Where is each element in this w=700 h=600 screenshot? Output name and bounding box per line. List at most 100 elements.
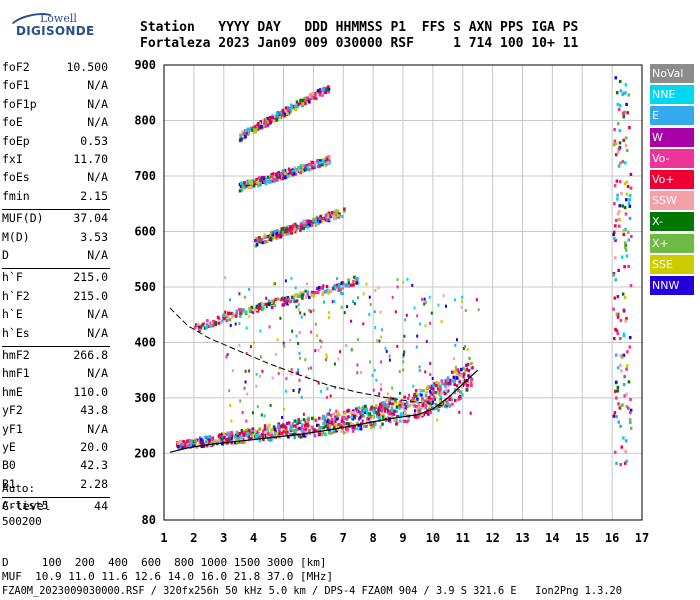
echo-point bbox=[378, 417, 381, 421]
echo-point bbox=[619, 161, 622, 165]
echo-point bbox=[416, 334, 419, 338]
echo-point bbox=[318, 416, 321, 420]
echo-point bbox=[328, 429, 331, 433]
echo-point bbox=[431, 392, 434, 396]
echo-point bbox=[198, 443, 201, 447]
echo-point bbox=[297, 308, 300, 312]
echo-point bbox=[324, 433, 327, 437]
echo-point bbox=[383, 409, 387, 413]
x-tick-label: 10 bbox=[426, 531, 440, 545]
echo-point bbox=[254, 239, 257, 243]
echo-point bbox=[426, 400, 429, 404]
echo-point bbox=[327, 431, 331, 435]
echo-point bbox=[277, 372, 280, 375]
echo-point bbox=[241, 440, 245, 444]
echo-point bbox=[287, 224, 291, 229]
echo-point bbox=[380, 387, 383, 391]
echo-point bbox=[248, 314, 251, 318]
echo-point bbox=[624, 83, 628, 87]
echo-point bbox=[628, 216, 632, 220]
echo-point bbox=[458, 410, 461, 414]
param-label: foF1 bbox=[2, 78, 30, 93]
echo-point bbox=[249, 128, 253, 132]
echo-point bbox=[264, 181, 268, 185]
echo-point bbox=[212, 439, 216, 443]
echo-point bbox=[330, 421, 334, 425]
echo-point bbox=[270, 428, 273, 432]
echo-point bbox=[438, 389, 441, 393]
echo-point bbox=[416, 411, 420, 415]
echo-point bbox=[282, 407, 285, 411]
echo-point bbox=[329, 408, 331, 412]
echo-point bbox=[619, 336, 622, 341]
param-value: N/A bbox=[87, 248, 108, 262]
echo-point bbox=[251, 427, 255, 431]
echo-point bbox=[254, 429, 257, 433]
echo-point bbox=[415, 405, 418, 409]
echo-point bbox=[297, 167, 301, 171]
echo-point bbox=[183, 444, 187, 448]
echo-point bbox=[403, 395, 407, 399]
echo-point bbox=[318, 89, 322, 93]
echo-point bbox=[307, 168, 311, 172]
echo-point bbox=[613, 411, 617, 415]
echo-point bbox=[398, 406, 401, 410]
echo-point bbox=[325, 88, 329, 92]
echo-point bbox=[620, 369, 623, 373]
echo-point bbox=[199, 325, 203, 329]
echo-point bbox=[618, 141, 622, 145]
echo-point bbox=[360, 407, 363, 411]
echo-point bbox=[627, 93, 631, 97]
echo-point bbox=[622, 138, 625, 142]
echo-point bbox=[445, 304, 447, 308]
echo-point bbox=[320, 217, 323, 221]
echo-point bbox=[264, 124, 268, 128]
echo-point bbox=[388, 399, 392, 403]
echo-point bbox=[301, 103, 305, 107]
echo-point bbox=[299, 228, 302, 232]
echo-point bbox=[623, 394, 626, 398]
x-tick-label: 13 bbox=[515, 531, 529, 545]
param-row: foF1p N/A bbox=[2, 97, 108, 115]
echo-point bbox=[306, 422, 309, 426]
param-row: foE N/A bbox=[2, 115, 108, 133]
echo-point bbox=[207, 440, 211, 444]
echo-point bbox=[469, 382, 473, 386]
echo-point bbox=[623, 265, 626, 269]
echo-point bbox=[443, 383, 447, 387]
echo-point bbox=[294, 286, 297, 290]
echo-point bbox=[356, 427, 359, 431]
echo-point bbox=[256, 405, 259, 409]
echo-point bbox=[617, 402, 620, 406]
echo-point bbox=[439, 392, 443, 396]
echo-point bbox=[371, 415, 374, 419]
echo-point bbox=[306, 293, 309, 297]
echo-point bbox=[612, 414, 616, 418]
param-row: hmF2 266.8 bbox=[2, 348, 108, 366]
echo-point bbox=[239, 135, 242, 139]
echo-point bbox=[463, 369, 467, 373]
echo-point bbox=[340, 281, 343, 285]
echo-point bbox=[314, 220, 317, 224]
echo-point bbox=[621, 204, 624, 208]
echo-point bbox=[273, 432, 277, 436]
echo-point bbox=[417, 402, 420, 406]
echo-point bbox=[279, 230, 283, 234]
echo-point bbox=[401, 405, 405, 409]
param-value: 0.53 bbox=[80, 133, 108, 148]
echo-point bbox=[429, 389, 431, 393]
echo-point bbox=[265, 296, 268, 300]
echo-point bbox=[624, 241, 627, 245]
echo-point bbox=[366, 417, 369, 421]
echo-point bbox=[306, 223, 310, 227]
echo-point bbox=[428, 395, 431, 399]
echo-point bbox=[209, 324, 212, 328]
echo-point bbox=[268, 423, 271, 427]
echo-point bbox=[243, 386, 246, 390]
echo-point bbox=[404, 407, 407, 411]
echo-point bbox=[316, 217, 320, 221]
echo-point bbox=[290, 276, 293, 280]
echo-point bbox=[359, 423, 363, 427]
echo-point bbox=[206, 319, 209, 323]
echo-point bbox=[312, 217, 315, 221]
